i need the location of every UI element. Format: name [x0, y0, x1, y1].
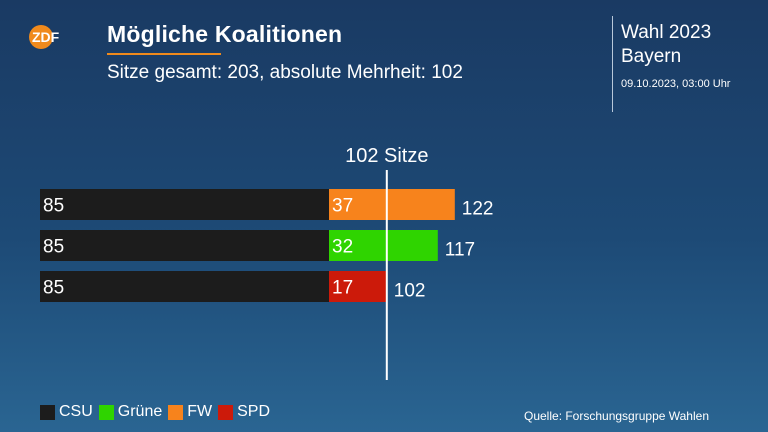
segment-value-label: 85: [43, 196, 64, 217]
legend-item-fw: FW: [168, 403, 212, 421]
election-label: Wahl 2023: [621, 22, 712, 43]
row-total-label: 122: [462, 199, 494, 220]
page-title: Mögliche Koalitionen: [107, 21, 343, 47]
region-label: Bayern: [621, 46, 682, 67]
legend-label: CSU: [59, 403, 93, 420]
bar-segment-csu-row-2: [40, 230, 329, 261]
zdf-logo: ZDF: [29, 25, 60, 49]
segment-value-label: 17: [332, 278, 353, 299]
bar-segment-spd-row-3: [329, 271, 387, 302]
title-underline: [107, 53, 221, 55]
majority-threshold-label: 102 Sitze: [345, 145, 428, 167]
bar-segment-csu-row-1: [40, 189, 329, 220]
legend-item-grne: Grüne: [98, 403, 163, 421]
legend-label: FW: [187, 403, 213, 420]
legend-swatch: [168, 404, 184, 420]
logo-text: ZDF: [32, 29, 60, 45]
timestamp: 09.10.2023, 03:00 Uhr: [621, 78, 731, 90]
segment-value-label: 37: [332, 196, 353, 217]
segment-value-label: 85: [43, 278, 64, 299]
legend: CSU Grüne FW SPD: [40, 403, 276, 421]
page-subtitle: Sitze gesamt: 203, absolute Mehrheit: 10…: [107, 62, 463, 83]
header-divider: [612, 16, 613, 112]
bar-segment-csu-row-3: [40, 271, 329, 302]
legend-item-spd: SPD: [218, 403, 270, 421]
segment-value-label: 85: [43, 237, 64, 258]
legend-label: Grüne: [117, 403, 163, 420]
source-note: Quelle: Forschungsgruppe Wahlen: [524, 409, 709, 423]
bar-segment-grne-row-2: [329, 230, 438, 261]
row-total-label: 102: [394, 281, 426, 302]
bar-segment-fw-row-1: [329, 189, 455, 220]
legend-swatch: [98, 404, 114, 420]
legend-swatch: [40, 404, 55, 420]
row-total-label: 117: [445, 240, 475, 261]
legend-swatch: [218, 404, 234, 420]
legend-item-csu: CSU: [40, 403, 93, 421]
legend-label: SPD: [237, 403, 271, 420]
segment-value-label: 32: [332, 237, 353, 258]
